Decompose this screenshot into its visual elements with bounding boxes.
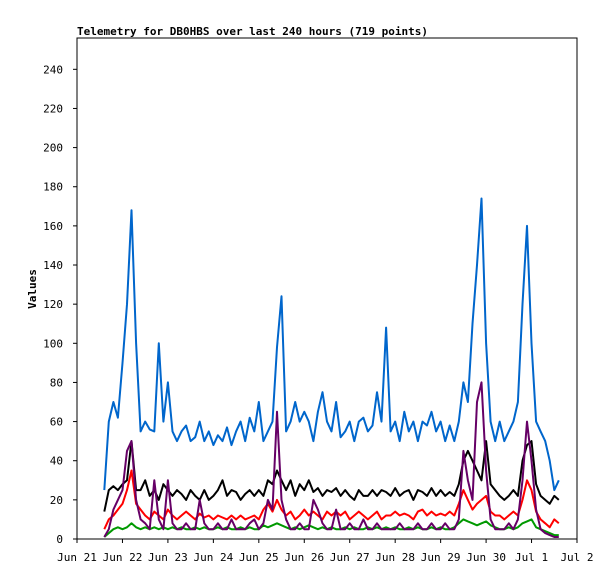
x-tick-label: Jul 2 [560,551,593,564]
y-tick-label: 200 [43,142,63,155]
y-tick-label: 220 [43,102,63,115]
x-tick-label: Jun 25 [239,551,279,564]
plot-area [76,37,578,540]
y-tick-label: 60 [50,416,63,429]
x-tick-label: Jun 29 [421,551,461,564]
series-line-1 [103,197,560,492]
y-tick-label: 0 [56,533,63,546]
series-line-2 [103,440,560,512]
chart-title: Telemetry for DB0HBS over last 240 hours… [77,25,428,38]
y-tick-label: 80 [50,376,63,389]
y-tick-label: 40 [50,455,63,468]
x-tick-label: Jun 30 [466,551,506,564]
y-tick-label: 20 [50,494,63,507]
y-tick-label: 180 [43,181,63,194]
y-tick-label: 120 [43,298,63,311]
series-line-5 [103,381,559,538]
series-line-3 [103,469,560,530]
y-axis: 0 20 40 60 80 100 120 140 160 180 200 220 240 [43,63,77,546]
x-tick-label: Jun 24 [193,551,233,564]
x-tick-label: Jun 22 [103,551,143,564]
x-tick-label: Jun 21 [57,551,97,564]
x-tick-label: Jul 1 [515,551,548,564]
x-axis: Jun 21 Jun 22 Jun 23 Jun 24 Jun 25 Jun 26 Jun … [57,539,594,564]
y-tick-label: 100 [43,337,63,350]
y-tick-label: 140 [43,259,63,272]
x-tick-label: Jun 27 [330,551,370,564]
y-axis-label: Values [26,269,39,309]
x-tick-label: Jun 28 [375,551,415,564]
y-tick-label: 240 [43,63,63,76]
x-tick-label: Jun 23 [148,551,188,564]
y-tick-label: 160 [43,220,63,233]
series-layer [103,197,560,538]
x-tick-label: Jun 26 [284,551,324,564]
